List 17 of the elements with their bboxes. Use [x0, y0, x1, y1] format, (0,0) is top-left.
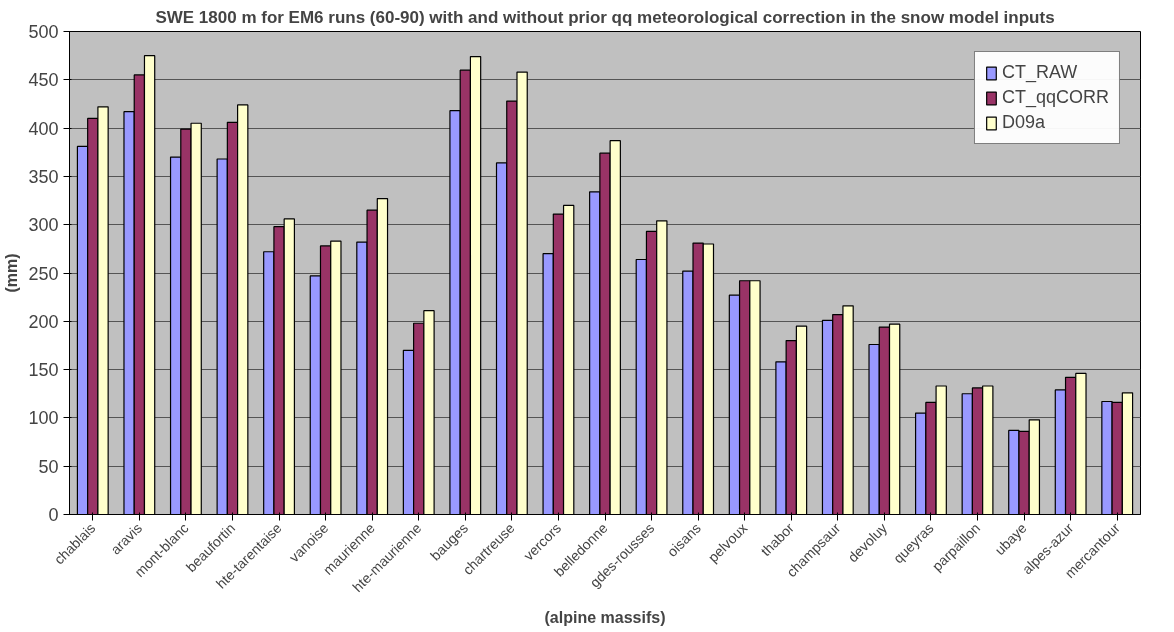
- y-axis-title: (mm): [3, 253, 21, 293]
- y-tick-label: 0: [48, 505, 59, 525]
- y-tick-label: 150: [28, 360, 59, 381]
- y-tick-label: 350: [28, 166, 59, 187]
- legend-label: CT_qqCORR: [1001, 87, 1109, 108]
- y-tick-label: 50: [38, 456, 59, 477]
- legend-label: D09a: [1001, 112, 1045, 133]
- chart-title: SWE 1800 m for EM6 runs (60-90) with and without prior qq meteorological correction in the snow model inputs: [155, 7, 1055, 27]
- x-axis-title: (alpine massifs): [544, 608, 666, 626]
- y-tick-label: 300: [28, 215, 59, 236]
- legend-label: CT_RAW: [1001, 62, 1078, 83]
- y-tick-label: 250: [28, 263, 59, 284]
- y-tick-label: 400: [28, 118, 59, 139]
- y-tick-label: 200: [28, 311, 59, 332]
- y-tick-label: 100: [28, 408, 59, 429]
- y-tick-label: 450: [28, 70, 59, 91]
- y-tick-label: 500: [28, 22, 59, 42]
